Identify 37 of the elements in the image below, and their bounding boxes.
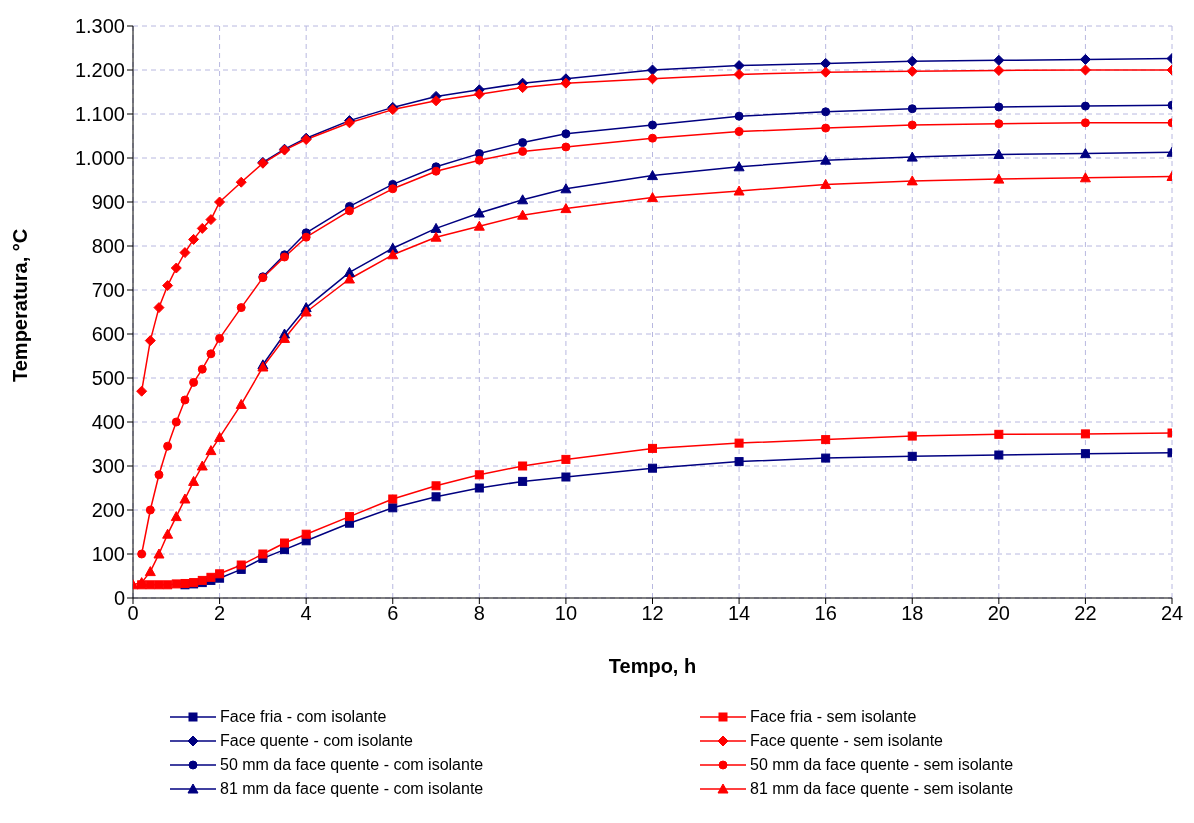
y-tick-label: 1.000 — [74, 147, 125, 170]
x-tick-label: 18 — [901, 602, 924, 625]
legend-label: Face fria - sem isolante — [750, 708, 917, 726]
legend-label: Face fria - com isolante — [220, 708, 387, 726]
y-tick-label: 900 — [91, 191, 125, 214]
x-tick-label: 12 — [641, 602, 664, 625]
x-tick-label: 4 — [300, 602, 312, 625]
x-tick-label: 14 — [727, 602, 751, 625]
x-tick-label: 22 — [1074, 602, 1097, 625]
legend-label: 81 mm da face quente - sem isolante — [750, 780, 1014, 798]
y-tick-label: 300 — [91, 455, 125, 478]
y-tick-label: 1.100 — [74, 103, 125, 126]
x-tick-label: 16 — [814, 602, 837, 625]
legend-label: Face quente - com isolante — [220, 732, 413, 750]
x-tick-label: 24 — [1160, 602, 1184, 625]
legend-label: 50 mm da face quente - com isolante — [220, 756, 484, 774]
x-axis-title: Tempo, h — [608, 655, 697, 677]
legend-label: 81 mm da face quente - com isolante — [220, 780, 484, 798]
x-tick-label: 0 — [127, 602, 139, 625]
y-tick-label: 0 — [113, 587, 125, 610]
y-tick-label: 200 — [91, 499, 125, 522]
y-tick-label: 1.200 — [74, 59, 125, 82]
y-axis-title: Temperatura, °C — [9, 228, 32, 382]
x-tick-label: 2 — [214, 602, 226, 625]
x-tick-label: 6 — [387, 602, 399, 625]
y-tick-label: 600 — [91, 323, 125, 346]
y-tick-label: 1.300 — [74, 15, 125, 38]
y-tick-label: 800 — [91, 235, 125, 258]
legend-label: Face quente - sem isolante — [750, 732, 943, 750]
x-tick-label: 8 — [473, 602, 485, 625]
legend-label: 50 mm da face quente - sem isolante — [750, 756, 1014, 774]
y-tick-label: 700 — [91, 279, 125, 302]
x-tick-label: 20 — [987, 602, 1010, 625]
y-tick-label: 500 — [91, 367, 125, 390]
y-tick-label: 100 — [91, 543, 125, 566]
y-tick-label: 400 — [91, 411, 125, 434]
x-tick-label: 10 — [554, 602, 578, 625]
